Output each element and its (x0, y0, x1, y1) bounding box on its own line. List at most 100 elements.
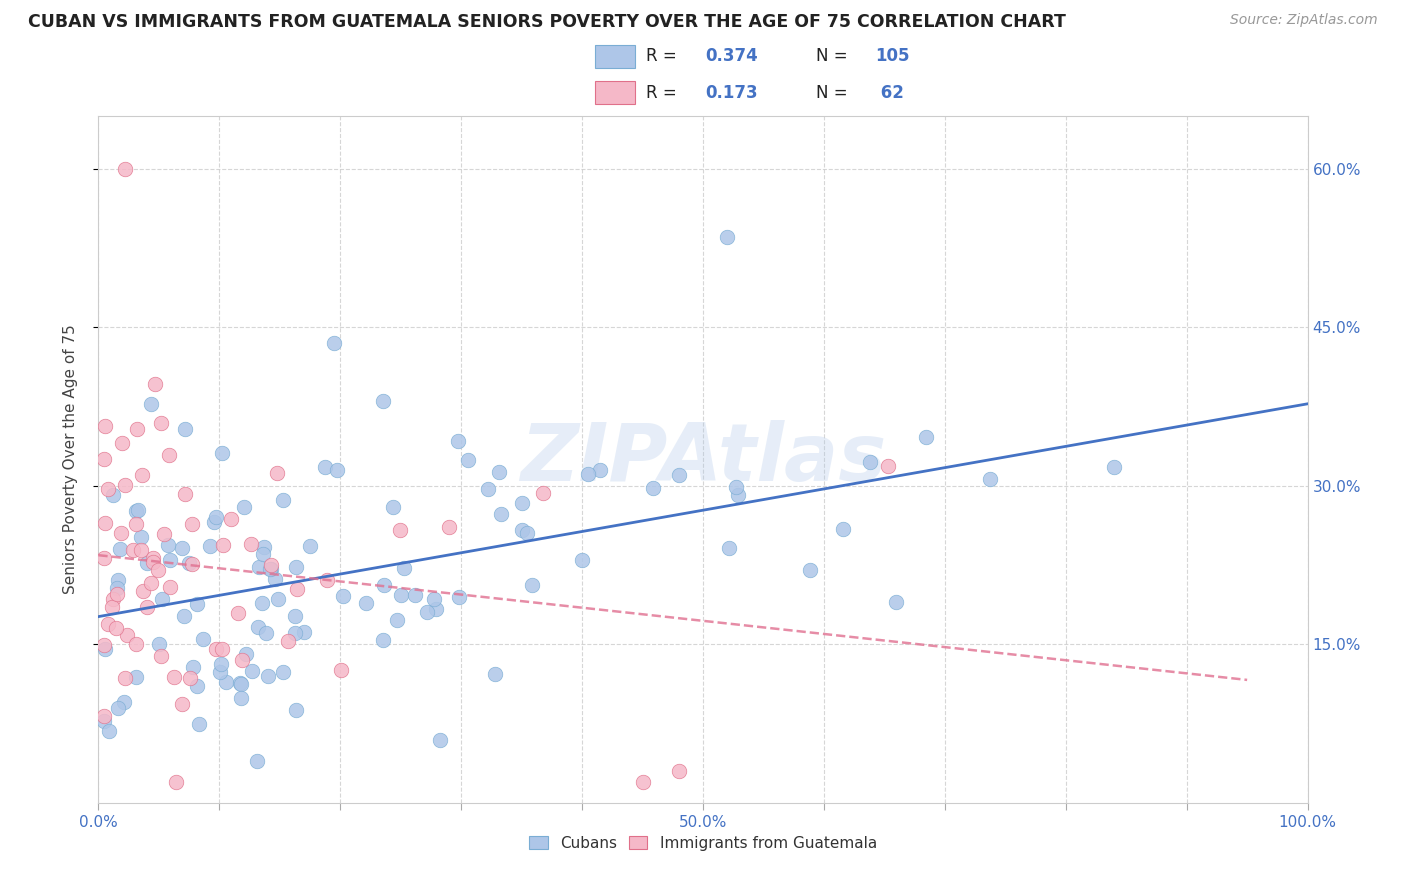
Point (104, 621, 127, 635)
Text: R =: R = (647, 47, 682, 65)
Point (148, 637, 170, 651)
Point (235, 648, 257, 662)
Point (107, 573, 129, 587)
Point (172, 697, 194, 711)
Point (129, 530, 152, 544)
Point (267, 592, 290, 607)
Point (101, 591, 124, 606)
Point (135, 600, 157, 615)
Point (108, 542, 131, 557)
Point (101, 599, 124, 614)
Point (326, 463, 349, 477)
Point (631, 774, 654, 789)
Point (716, 230, 738, 244)
Point (437, 520, 460, 534)
Point (389, 588, 412, 602)
Point (127, 422, 149, 436)
Point (93, 714, 115, 728)
Text: Source: ZipAtlas.com: Source: ZipAtlas.com (1230, 13, 1378, 28)
Point (668, 468, 690, 483)
Point (125, 503, 148, 517)
Point (260, 558, 283, 572)
Point (510, 496, 533, 510)
Point (266, 466, 288, 480)
Point (131, 468, 153, 483)
Point (135, 556, 157, 570)
Point (114, 478, 136, 492)
Point (250, 596, 273, 610)
Point (404, 588, 426, 602)
Point (202, 515, 225, 529)
Point (165, 774, 187, 789)
Point (253, 540, 276, 554)
Point (205, 510, 228, 524)
Point (163, 670, 186, 684)
Y-axis label: Seniors Poverty Over the Age of 75: Seniors Poverty Over the Age of 75 (63, 325, 77, 594)
Point (240, 664, 263, 678)
Point (915, 430, 938, 444)
Point (211, 446, 233, 460)
Point (799, 563, 821, 577)
Point (143, 376, 166, 391)
Point (257, 669, 280, 683)
Text: N =: N = (815, 47, 852, 65)
Point (112, 695, 135, 709)
Point (884, 595, 907, 609)
Point (298, 539, 321, 553)
Point (98, 724, 121, 739)
Point (157, 538, 180, 552)
Point (284, 560, 307, 574)
Point (247, 559, 270, 574)
Point (354, 596, 377, 610)
Point (131, 542, 153, 557)
Point (381, 500, 404, 514)
Point (159, 552, 181, 566)
Point (271, 665, 294, 679)
Point (285, 703, 308, 717)
Point (425, 602, 447, 616)
Point (191, 632, 214, 647)
Point (173, 487, 195, 501)
Text: R =: R = (647, 84, 682, 102)
Text: 0.374: 0.374 (706, 47, 758, 65)
Point (330, 663, 353, 677)
Point (205, 641, 228, 656)
Point (186, 597, 208, 611)
Point (447, 434, 470, 449)
Point (187, 716, 209, 731)
Point (484, 666, 506, 681)
Point (107, 700, 129, 714)
Point (148, 564, 170, 578)
Point (186, 679, 208, 693)
Point (284, 625, 307, 640)
Point (259, 562, 281, 576)
Text: 0.173: 0.173 (706, 84, 758, 102)
Point (231, 653, 253, 667)
Point (277, 633, 299, 648)
Point (157, 448, 180, 462)
Point (332, 590, 354, 604)
Point (208, 665, 231, 679)
Point (416, 605, 439, 619)
Point (229, 676, 252, 690)
Point (122, 543, 145, 558)
Point (292, 624, 315, 639)
Point (725, 480, 748, 494)
Point (832, 522, 855, 536)
Point (94, 641, 117, 656)
Point (423, 591, 446, 606)
Point (576, 467, 599, 481)
Point (520, 578, 543, 592)
Point (229, 691, 252, 706)
Point (150, 592, 173, 607)
Text: 105: 105 (875, 47, 910, 65)
FancyBboxPatch shape (595, 45, 634, 68)
Point (111, 436, 134, 450)
Point (877, 459, 900, 474)
Text: CUBAN VS IMMIGRANTS FROM GUATEMALA SENIORS POVERTY OVER THE AGE OF 75 CORRELATIO: CUBAN VS IMMIGRANTS FROM GUATEMALA SENIO… (28, 13, 1066, 31)
Point (859, 455, 882, 469)
Point (115, 628, 138, 642)
Point (93, 708, 115, 723)
Point (373, 633, 395, 648)
Point (314, 460, 336, 475)
